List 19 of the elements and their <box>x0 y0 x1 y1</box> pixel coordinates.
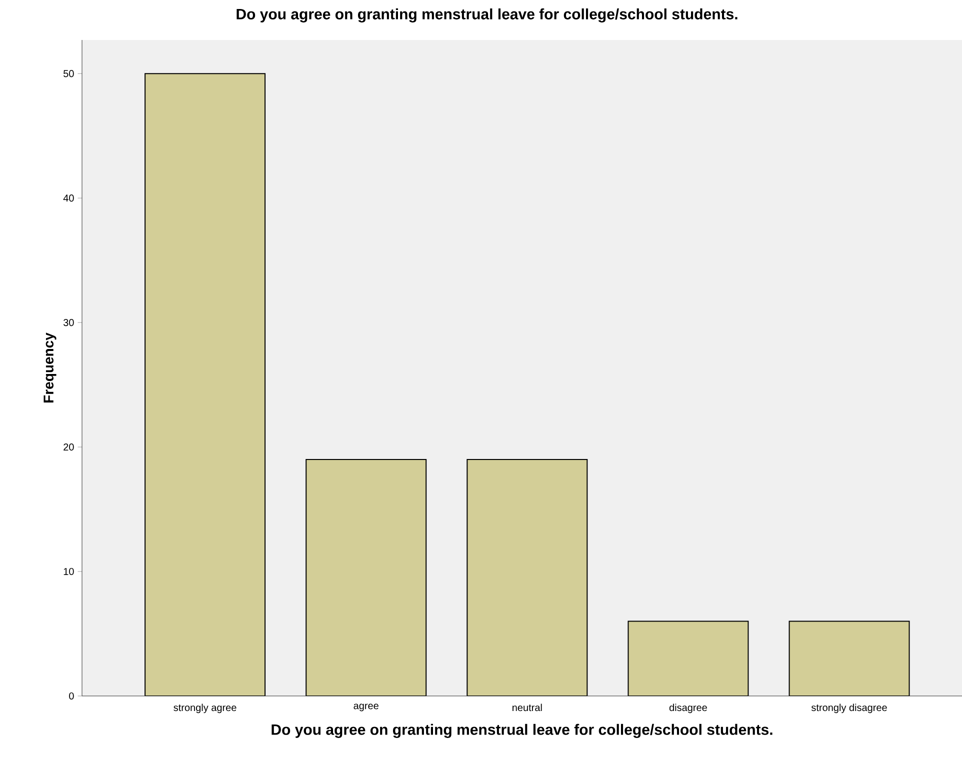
y-tick-label: 50 <box>64 70 74 78</box>
y-tick-label: 20 <box>64 443 74 451</box>
chart-title: Do you agree on granting menstrual leave for college/school students. <box>236 8 738 22</box>
bar <box>306 458 427 696</box>
y-tick-label: 40 <box>63 194 74 202</box>
x-tick-label: disagree <box>669 704 707 714</box>
x-tick-label: agree <box>354 704 378 712</box>
bar <box>144 73 266 696</box>
bar <box>628 620 749 696</box>
bar <box>788 620 910 696</box>
y-tick-label: 0 <box>69 692 74 700</box>
x-tick-label: neutral <box>512 704 542 712</box>
x-tick-label: strongly agree <box>174 704 236 714</box>
x-axis-title: Do you agree on granting menstrual leave for college/school students. <box>272 724 772 738</box>
y-tick-label: 10 <box>64 568 74 576</box>
y-tick-label: 30 <box>63 319 74 326</box>
y-axis-title: Frequency <box>44 332 56 402</box>
x-tick-label: strongly disagree <box>811 704 887 714</box>
bar <box>466 458 588 696</box>
